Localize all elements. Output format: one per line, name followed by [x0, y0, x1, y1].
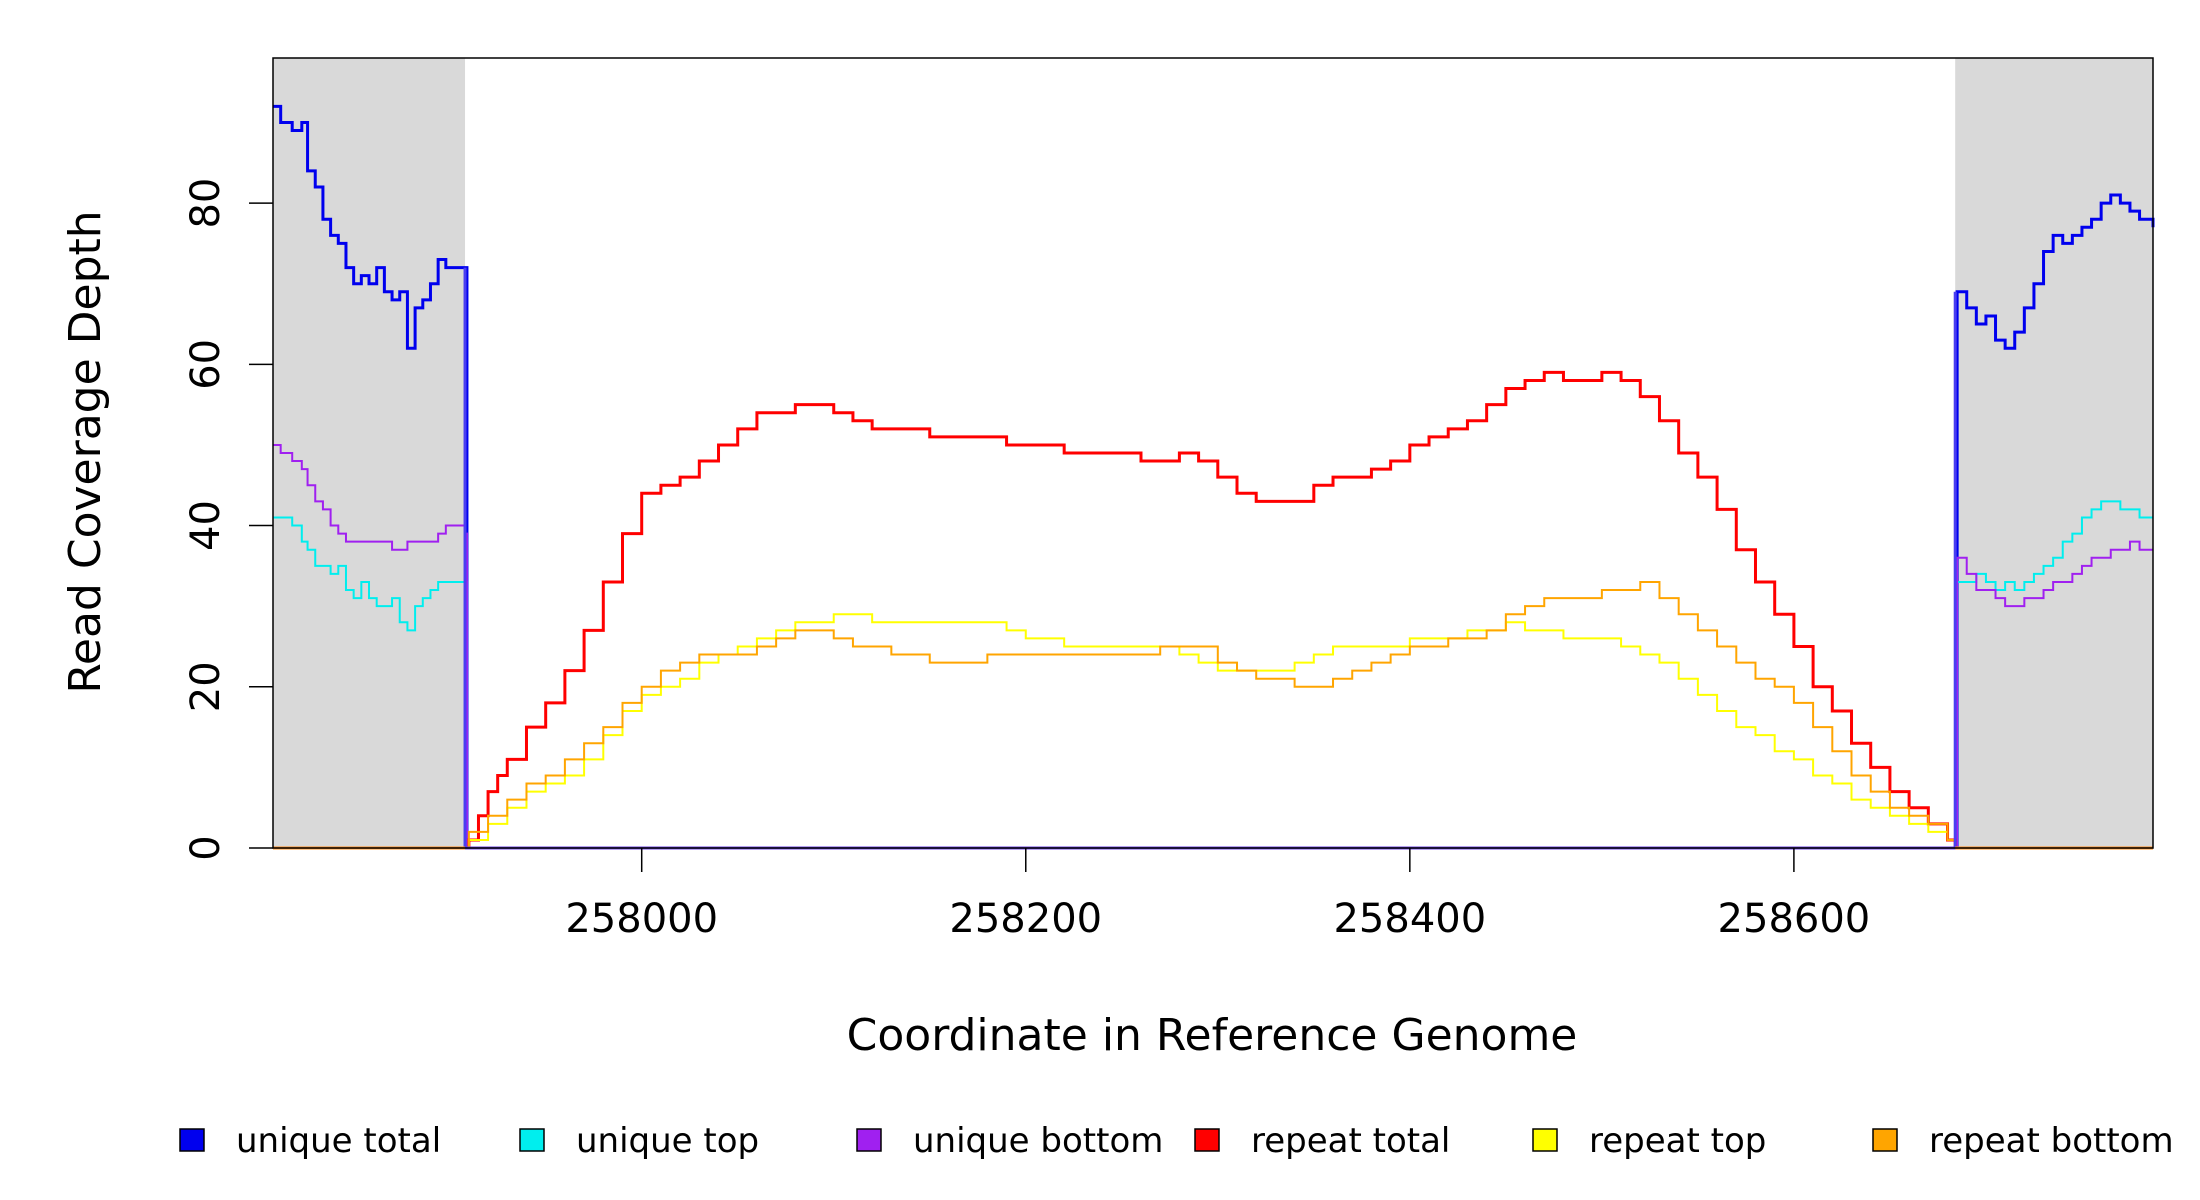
legend-label: repeat total [1251, 1121, 1450, 1161]
plot-frame [272, 57, 2154, 849]
legend-swatch [519, 1128, 545, 1152]
series-line-repeat-bottom [465, 580, 1957, 849]
y-tick-label-20: 20 [183, 661, 229, 712]
legend-swatch [856, 1128, 882, 1152]
legend-swatch [179, 1128, 205, 1152]
y-axis: 0 20 40 60 80 [183, 178, 273, 861]
series-lines [273, 104, 2155, 850]
y-tick-label-80: 80 [183, 178, 229, 229]
series-line-repeat-total [465, 370, 1957, 850]
series-line-unique-top [273, 500, 2153, 849]
legend-item-repeat-total: repeat total [1194, 1121, 1450, 1161]
x-axis-label: Coordinate in Reference Genome [847, 1010, 1578, 1061]
series-line-unique-total [273, 104, 2155, 850]
legend-item-repeat-top: repeat top [1532, 1121, 1766, 1161]
y-tick-label-40: 40 [183, 500, 229, 551]
legend-item-unique-total: unique total [179, 1121, 441, 1161]
x-tick-label-258200: 258200 [949, 896, 1102, 942]
x-tick-label-258400: 258400 [1333, 896, 1486, 942]
legend: unique total unique top unique bottom repea… [179, 1121, 2174, 1161]
legend-item-unique-top: unique top [519, 1121, 759, 1161]
y-tick-label-60: 60 [183, 339, 229, 390]
legend-swatch [1872, 1128, 1898, 1152]
legend-item-unique-bottom: unique bottom [856, 1121, 1163, 1161]
shaded-regions [273, 58, 2153, 848]
legend-swatch [1194, 1128, 1220, 1152]
shaded-region-0 [273, 58, 466, 848]
legend-label: unique total [236, 1121, 441, 1161]
legend-label: repeat bottom [1929, 1121, 2174, 1161]
x-tick-label-258600: 258600 [1718, 896, 1871, 942]
legend-item-repeat-bottom: repeat bottom [1872, 1121, 2174, 1161]
y-axis-label: Read Coverage Depth [60, 210, 111, 693]
x-tick-label-258000: 258000 [565, 896, 718, 942]
legend-swatch [1532, 1128, 1558, 1152]
x-axis: 258000 258200 258400 258600 [565, 848, 1870, 942]
legend-label: repeat top [1589, 1121, 1766, 1161]
legend-label: unique top [576, 1121, 759, 1161]
legend-label: unique bottom [913, 1121, 1163, 1161]
series-line-repeat-top [465, 613, 1957, 849]
shaded-region-1 [1955, 58, 2153, 848]
y-tick-label-0: 0 [183, 835, 229, 860]
